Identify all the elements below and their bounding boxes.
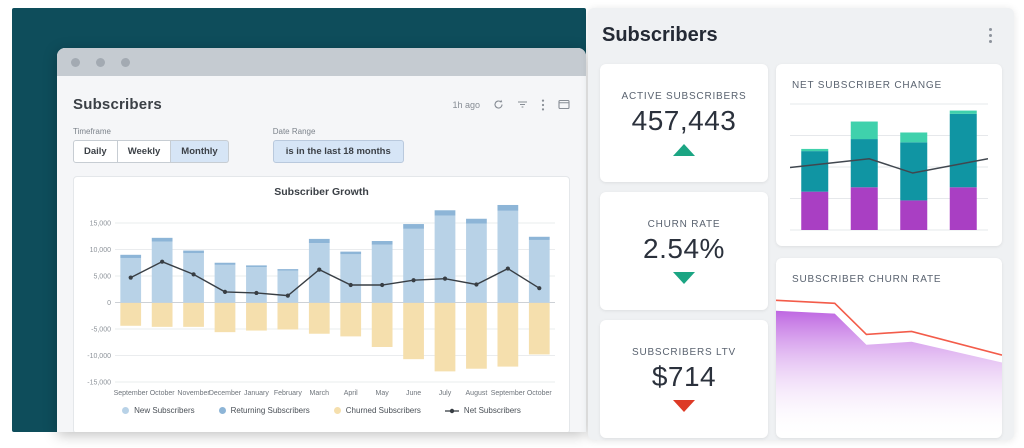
active-subscribers-card: ACTIVE SUBSCRIBERS 457,443 [600, 64, 768, 182]
window-header: Subscribers 1h ago [73, 96, 570, 113]
svg-text:September: September [490, 390, 525, 397]
timeframe-segmented-control: Daily Weekly Monthly [73, 140, 229, 163]
subscriber-growth-card: Subscriber Growth 15,000 10,000 5,000 0 -5,0… [73, 176, 570, 432]
svg-text:June: June [405, 390, 420, 397]
panel-header: Subscribers [588, 8, 1014, 47]
net-subscriber-change-chart [790, 103, 988, 231]
net-subscriber-change-card: NET SUBSCRIBER CHANGE [776, 64, 1002, 246]
svg-text:September: September [113, 390, 148, 397]
subscribers-ltv-card: SUBSCRIBERS LTV $714 [600, 320, 768, 438]
svg-text:January: January [243, 390, 268, 397]
churn-rate-card: CHURN RATE 2.54% [600, 192, 768, 310]
subscriber-churn-rate-card: SUBSCRIBER CHURN RATE [776, 258, 1002, 438]
date-range-chip[interactable]: is in the last 18 months [272, 140, 404, 163]
svg-text:0: 0 [107, 300, 111, 307]
trend-up-icon [673, 144, 695, 156]
metric-label: CHURN RATE [647, 219, 721, 230]
refresh-icon[interactable] [493, 99, 504, 110]
legend-item-returning: Returning Subscribers [218, 406, 310, 415]
date-range-label: Date Range [272, 127, 316, 136]
window-icon[interactable] [558, 99, 570, 110]
mini-chart-title: SUBSCRIBER CHURN RATE [792, 274, 942, 285]
svg-text:December: December [208, 390, 241, 397]
timeframe-label: Timeframe [73, 127, 111, 136]
page-title: Subscribers [73, 96, 162, 113]
svg-text:-15,000: -15,000 [87, 380, 111, 387]
metric-label: SUBSCRIBERS LTV [631, 347, 737, 358]
timeframe-weekly-button[interactable]: Weekly [117, 140, 172, 163]
filter-bar: Timeframe Daily Weekly Monthly Date Rang… [73, 127, 570, 163]
legend-marker-churned [333, 407, 341, 414]
trend-down-icon [673, 400, 695, 412]
timeframe-daily-button[interactable]: Daily [73, 140, 118, 163]
subscriber-churn-rate-chart [776, 299, 1002, 438]
window-control-dot[interactable] [71, 57, 80, 67]
filter-icon[interactable] [517, 99, 528, 110]
subscribers-panel: Subscribers ACTIVE SUBSCRIBERS 457,443 C… [588, 8, 1014, 440]
legend-item-new: New Subscribers [122, 406, 195, 415]
svg-text:-5,000: -5,000 [91, 326, 111, 333]
window-titlebar [57, 48, 586, 76]
timeframe-monthly-button[interactable]: Monthly [171, 140, 229, 163]
metric-value: 2.54% [643, 233, 725, 264]
svg-text:5,000: 5,000 [93, 273, 111, 280]
kebab-menu-icon[interactable] [541, 99, 545, 111]
chart-legend: New Subscribers Returning Subscribers Ch… [74, 406, 569, 415]
svg-text:November: November [177, 390, 210, 397]
svg-text:August: August [465, 390, 487, 397]
trend-down-icon [673, 272, 695, 284]
chart-title: Subscriber Growth [274, 186, 369, 198]
window-control-dot[interactable] [121, 57, 130, 67]
panel-title: Subscribers [602, 24, 718, 46]
svg-text:October: October [149, 390, 175, 397]
svg-text:-10,000: -10,000 [87, 353, 111, 360]
metric-label: ACTIVE SUBSCRIBERS [621, 91, 747, 102]
mini-chart-title: NET SUBSCRIBER CHANGE [792, 80, 942, 91]
svg-text:March: March [309, 390, 329, 397]
last-updated-label: 1h ago [452, 99, 480, 110]
svg-text:July: July [438, 390, 451, 397]
svg-text:April: April [343, 390, 357, 397]
subscriber-growth-chart: 15,00010,0005,0000-5,000-10,000-15,000Se… [87, 204, 555, 397]
svg-text:October: October [526, 390, 552, 397]
svg-text:May: May [375, 390, 389, 397]
metric-value: 457,443 [631, 105, 737, 136]
legend-marker-returning [218, 407, 226, 414]
svg-text:15,000: 15,000 [89, 220, 111, 227]
svg-text:10,000: 10,000 [89, 247, 111, 254]
date-range-group: Date Range is in the last 18 months [272, 127, 404, 163]
legend-marker-net [444, 408, 459, 413]
legend-item-churned: Churned Subscribers [333, 406, 421, 415]
window-body: Subscribers 1h ago [57, 96, 586, 432]
browser-window: Subscribers 1h ago [57, 48, 586, 432]
timeframe-group: Timeframe Daily Weekly Monthly [73, 127, 229, 163]
metric-value: $714 [651, 361, 717, 392]
toolbar: 1h ago [452, 99, 570, 111]
svg-text:February: February [273, 390, 302, 397]
window-control-dot[interactable] [96, 57, 105, 67]
legend-item-net: Net Subscribers [444, 406, 521, 415]
legend-marker-new [122, 407, 130, 414]
panel-kebab-menu-icon[interactable] [985, 24, 996, 47]
